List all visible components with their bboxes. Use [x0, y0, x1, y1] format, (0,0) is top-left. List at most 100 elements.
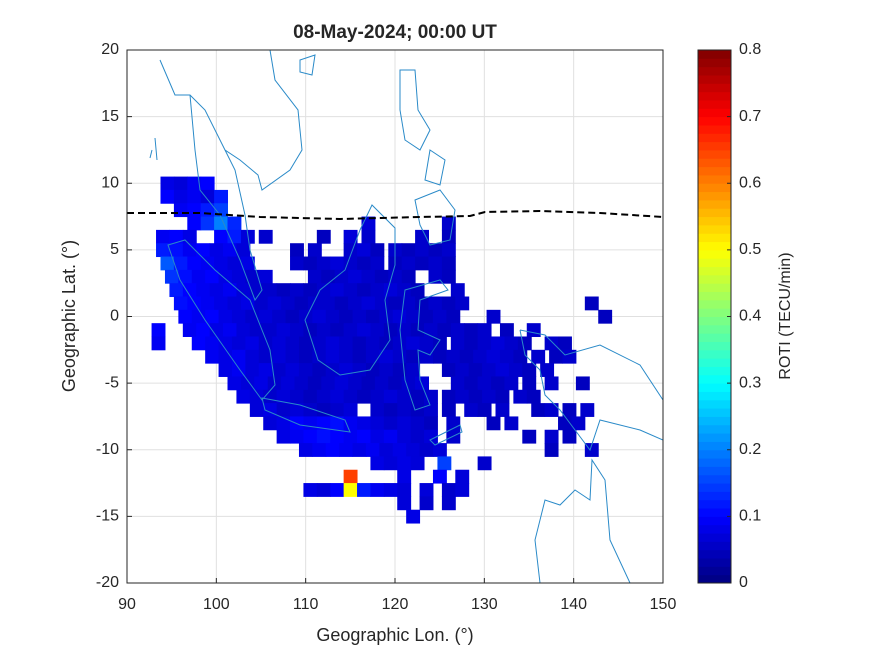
roti-cell	[298, 363, 313, 377]
roti-cell	[245, 269, 260, 284]
roti-cell	[352, 336, 367, 351]
roti-cell	[285, 349, 300, 364]
roti-cell	[231, 336, 246, 351]
roti-cell	[343, 389, 358, 404]
roti-cell	[428, 296, 443, 311]
roti-cell	[343, 323, 358, 337]
roti-cell	[343, 256, 358, 271]
roti-cell	[173, 256, 188, 271]
roti-cell	[441, 389, 456, 404]
roti-cell	[370, 456, 385, 471]
roti-cell	[196, 243, 211, 258]
colorbar-swatch	[698, 508, 731, 517]
roti-cell	[334, 376, 349, 391]
roti-cell	[499, 323, 514, 337]
roti-cell	[455, 483, 470, 497]
roti-cell	[339, 336, 354, 351]
roti-cell	[374, 269, 389, 284]
roti-cell	[352, 443, 367, 457]
roti-cell	[357, 283, 371, 298]
y-tick-label: -20	[96, 574, 119, 591]
roti-cell	[477, 403, 492, 417]
roti-cell	[156, 229, 170, 244]
colorbar-swatch	[698, 366, 731, 376]
roti-cell	[428, 243, 443, 258]
y-tick-label: -5	[105, 374, 119, 391]
roti-cell	[339, 443, 354, 457]
roti-cell	[397, 403, 412, 417]
roti-cell	[419, 349, 434, 364]
roti-cell	[330, 323, 345, 337]
coastline	[414, 189, 456, 246]
roti-cell	[307, 243, 322, 258]
roti-cell	[365, 349, 380, 364]
y-tick-label: 0	[110, 308, 119, 325]
roti-cell	[290, 429, 304, 444]
roti-cell	[258, 269, 273, 284]
roti-cell	[415, 229, 429, 244]
roti-cell	[298, 336, 313, 351]
roti-cell	[245, 336, 260, 351]
roti-cell	[316, 429, 331, 444]
roti-cell	[156, 243, 170, 258]
roti-cell	[383, 389, 398, 404]
roti-cell	[160, 176, 175, 191]
roti-cell	[223, 323, 237, 337]
roti-cell	[316, 229, 331, 244]
roti-cell	[357, 429, 371, 444]
x-tick-label: 150	[650, 596, 677, 613]
roti-cell	[397, 416, 412, 431]
colorbar-swatch	[698, 391, 731, 401]
colorbar-tick-label: 0.3	[739, 374, 761, 391]
roti-cell	[249, 403, 264, 417]
roti-cell	[169, 283, 184, 298]
roti-cell	[187, 189, 202, 204]
coastline	[399, 279, 449, 411]
coastline	[399, 69, 431, 151]
roti-cell	[214, 189, 228, 204]
roti-cell	[191, 336, 206, 351]
roti-cell	[196, 323, 211, 337]
roti-cell	[562, 349, 577, 364]
roti-cell	[522, 429, 537, 444]
roti-cell	[415, 376, 429, 391]
y-tick-label: 20	[101, 41, 119, 58]
roti-cell	[205, 309, 220, 324]
roti-cell	[526, 323, 541, 337]
roti-cell	[477, 336, 492, 351]
colorbar-tick-label: 0.6	[739, 174, 761, 191]
chart-title: 08-May-2024; 00:00 UT	[293, 22, 497, 43]
roti-cell	[464, 323, 479, 337]
roti-cell	[388, 376, 403, 391]
cells	[151, 176, 613, 524]
roti-cell	[240, 376, 255, 391]
x-tick-label: 130	[471, 596, 498, 613]
roti-cell	[348, 296, 362, 311]
roti-cell	[231, 349, 246, 364]
roti-cell	[173, 203, 188, 218]
x-axis-label: Geographic Lon. (°)	[316, 625, 473, 645]
roti-cell	[298, 349, 313, 364]
roti-cell	[397, 389, 412, 404]
roti-cell	[397, 283, 412, 298]
colorbar-swatch	[698, 158, 731, 168]
roti-cell	[504, 336, 519, 351]
roti-cell	[258, 309, 273, 324]
roti-cell	[441, 403, 456, 417]
roti-cell	[160, 189, 175, 204]
roti-cell	[365, 336, 380, 351]
roti-cell	[365, 363, 380, 377]
colorbar-swatch	[698, 133, 731, 143]
colorbar	[698, 50, 731, 584]
roti-cell	[517, 336, 532, 351]
roti-cell	[272, 363, 287, 377]
colorbar-swatch	[698, 316, 731, 326]
colorbar-swatch	[698, 91, 731, 101]
roti-cell	[464, 376, 479, 391]
roti-cell	[196, 283, 211, 298]
roti-cell	[303, 323, 318, 337]
colorbar-swatch	[698, 399, 731, 409]
roti-cell	[267, 296, 282, 311]
roti-cell	[544, 403, 559, 417]
